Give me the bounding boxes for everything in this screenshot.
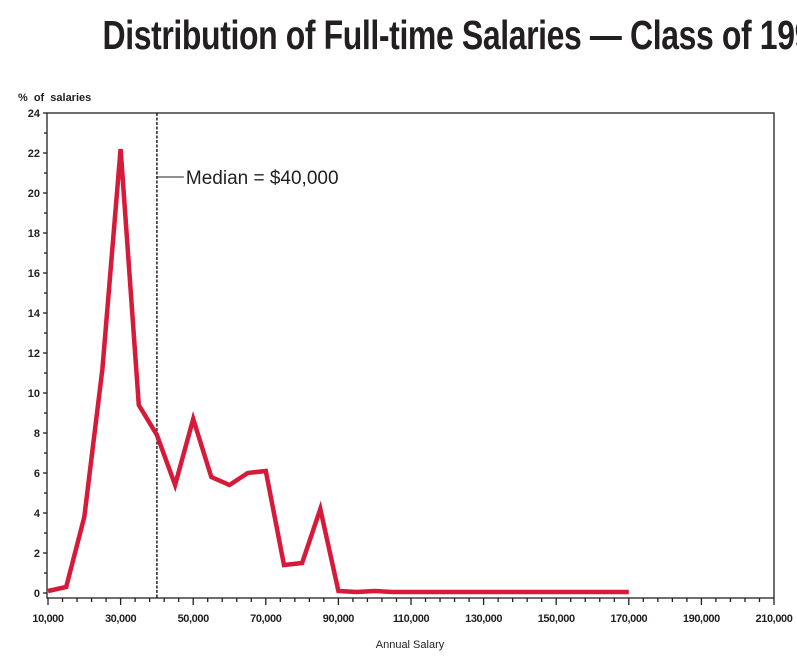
y-tick-label: 20 (28, 188, 40, 200)
y-tick-label: 4 (34, 508, 41, 520)
y-tick-label: 12 (28, 348, 40, 360)
x-tick-label: 50,000 (178, 613, 210, 625)
y-tick-label: 22 (28, 148, 40, 160)
y-tick-label: 6 (34, 468, 40, 480)
x-tick-label: 150,000 (538, 613, 575, 625)
y-tick-label: 14 (28, 308, 41, 320)
chart-title: Distribution of Full-time Salaries — Cla… (0, 12, 797, 59)
x-tick-label: 190,000 (683, 613, 720, 625)
y-axis-label: % of salaries (18, 92, 91, 104)
plot-frame (46, 112, 775, 599)
x-axis-label: Annual Salary (376, 639, 445, 651)
y-tick-label: 8 (34, 428, 40, 440)
y-tick-label: 0 (34, 588, 40, 600)
y-tick-label: 18 (28, 228, 40, 240)
x-tick-label: 170,000 (610, 613, 647, 625)
x-tick-label: 10,000 (32, 613, 64, 625)
salary-distribution-line (47, 148, 629, 595)
x-tick-label: 90,000 (323, 613, 355, 625)
y-tick-label: 16 (28, 268, 40, 280)
median-annotation: Median = $40,000 (186, 168, 339, 189)
chart-title-text: Distribution of Full-time Salaries — Cla… (102, 12, 797, 58)
y-tick-label: 24 (28, 108, 41, 120)
y-tick-label: 2 (34, 548, 40, 560)
x-tick-label: 30,000 (105, 613, 137, 625)
x-tick-label: 70,000 (250, 613, 282, 625)
x-tick-label: 210,000 (756, 613, 793, 625)
x-tick-label: 130,000 (465, 613, 502, 625)
x-tick-label: 110,000 (393, 613, 430, 625)
y-tick-label: 10 (28, 388, 40, 400)
